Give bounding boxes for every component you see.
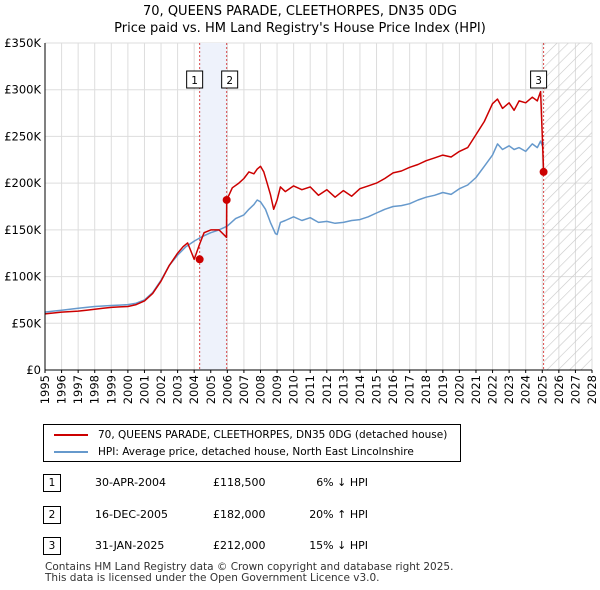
x-tick-label: 2002	[154, 375, 168, 404]
x-tick-label: 2008	[253, 375, 267, 404]
ownership-band	[199, 43, 227, 370]
transaction-date: 31-JAN-2025	[95, 539, 165, 552]
x-tick-label: 2007	[237, 375, 251, 404]
y-tick-label: £100K	[4, 270, 41, 284]
y-tick-label: £300K	[4, 83, 41, 97]
y-tick-label: £50K	[12, 316, 42, 330]
footer-license: This data is licensed under the Open Gov…	[45, 572, 380, 584]
x-tick-label: 2003	[171, 375, 185, 404]
transaction-number: 2	[43, 506, 61, 524]
x-tick-label: 2015	[370, 375, 384, 404]
plot-area	[45, 43, 592, 370]
x-tick-label: 1997	[71, 375, 85, 404]
y-tick-label: £250K	[4, 129, 41, 143]
x-tick-label: 2005	[204, 375, 218, 404]
transaction-hpi: 20% ↑ HPI	[309, 508, 368, 521]
legend: 70, QUEENS PARADE, CLEETHORPES, DN35 0DG…	[43, 424, 461, 462]
legend-label-property: 70, QUEENS PARADE, CLEETHORPES, DN35 0DG…	[98, 429, 448, 441]
sale-point	[539, 167, 548, 176]
x-tick-label: 2013	[336, 375, 350, 404]
transaction-hpi: 15% ↓ HPI	[309, 539, 368, 552]
transaction-date: 16-DEC-2005	[95, 508, 169, 521]
x-tick-label: 2006	[220, 375, 234, 404]
price-chart: 1 2 3 £0 £50K £100K £150K £200K £250K £300K £350K…	[4, 36, 599, 404]
x-tick-label: 2009	[270, 375, 284, 404]
chart-subtitle: Price paid vs. HM Land Registry's House …	[114, 21, 486, 36]
transaction-price: £118,500	[213, 476, 266, 489]
legend-label-hpi: HPI: Average price, detached house, Nort…	[98, 446, 414, 458]
x-tick-label: 2010	[287, 375, 301, 404]
footer-copyright: Contains HM Land Registry data © Crown c…	[45, 561, 454, 573]
x-tick-label: 2017	[403, 375, 417, 404]
y-tick-label: £150K	[4, 223, 41, 237]
sale-point	[195, 255, 204, 264]
property-price-line	[44, 90, 545, 315]
x-tick-label: 2004	[187, 375, 201, 404]
x-tick-label: 2014	[353, 375, 367, 404]
marker-label-box	[530, 70, 548, 89]
marker-label: 2	[226, 75, 233, 87]
hpi-line	[44, 140, 545, 313]
transaction-date: 30-APR-2004	[95, 476, 167, 489]
x-tick-label: 2016	[386, 375, 400, 404]
x-tick-label: 1996	[55, 375, 69, 404]
x-tick-label: 2020	[452, 375, 466, 404]
y-tick-label: £0	[26, 363, 41, 377]
chart-title: 70, QUEENS PARADE, CLEETHORPES, DN35 0DG	[143, 4, 457, 19]
marker-label: 1	[191, 75, 198, 87]
forecast-hatched-region	[543, 43, 592, 370]
x-tick-label: 2000	[121, 375, 135, 404]
marker-label-box	[186, 70, 204, 89]
x-tick-label: 2001	[137, 375, 151, 404]
y-tick-label: £350K	[4, 36, 41, 50]
x-tick-label: 1998	[88, 375, 102, 404]
x-tick-label: 2028	[585, 375, 599, 404]
transaction-price: £182,000	[213, 508, 266, 521]
x-tick-label: 2021	[469, 375, 483, 404]
x-tick-label: 2018	[419, 375, 433, 404]
transaction-number: 1	[43, 474, 61, 492]
x-tick-label: 2011	[303, 375, 317, 404]
legend-item-hpi: HPI: Average price, detached house, Nort…	[54, 444, 414, 460]
legend-item-property: 70, QUEENS PARADE, CLEETHORPES, DN35 0DG…	[54, 427, 447, 443]
marker-label-box	[221, 70, 239, 89]
x-tick-label: 2025	[535, 375, 549, 404]
x-tick-label: 2022	[486, 375, 500, 404]
x-tick-label: 1999	[104, 375, 118, 404]
x-tick-label: 2019	[436, 375, 450, 404]
x-tick-label: 1995	[38, 375, 52, 404]
transaction-number: 3	[43, 537, 61, 555]
marker-label: 3	[535, 75, 542, 87]
sale-point	[222, 195, 231, 204]
transaction-hpi: 6% ↓ HPI	[316, 476, 368, 489]
x-tick-label: 2012	[320, 375, 334, 404]
x-tick-label: 2024	[519, 375, 533, 404]
x-tick-label: 2027	[568, 375, 582, 404]
transaction-price: £212,000	[213, 539, 266, 552]
legend-swatch-hpi	[54, 451, 88, 453]
x-tick-label: 2023	[502, 375, 516, 404]
legend-swatch-property	[54, 434, 88, 436]
x-tick-label: 2026	[552, 375, 566, 404]
y-tick-label: £200K	[4, 176, 41, 190]
